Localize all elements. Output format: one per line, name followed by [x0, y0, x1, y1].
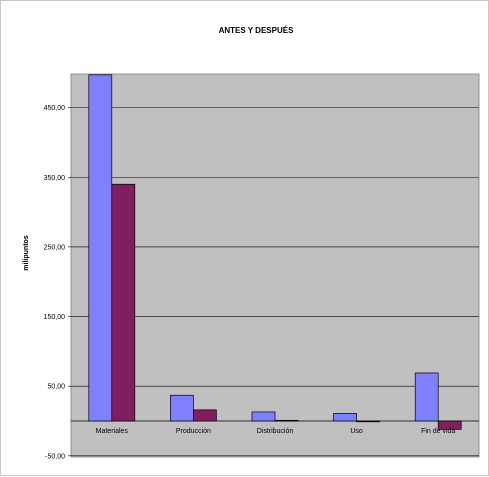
bar [333, 412, 357, 422]
plot-area [70, 73, 480, 458]
x-category-label: Uso [350, 428, 363, 435]
y-tick-label: 150,00 [44, 314, 66, 321]
y-tick-label: 50,00 [47, 384, 65, 391]
bar [251, 411, 276, 422]
bar [88, 74, 113, 422]
y-tick-label: 250,00 [44, 244, 66, 251]
y-tick-label: 350,00 [44, 175, 66, 182]
bar [356, 420, 380, 423]
x-category-label: Materiales [96, 428, 129, 435]
bar [170, 394, 194, 422]
x-category-label: Fin de vida [421, 428, 455, 435]
y-tick-label: -50,00 [45, 453, 65, 460]
bar [414, 372, 439, 422]
gridlines [71, 107, 479, 457]
bars [88, 74, 462, 430]
bar [193, 409, 217, 422]
bar [437, 420, 462, 430]
x-category-label: Distribución [257, 428, 294, 435]
y-axis-label: milipuntos [23, 235, 30, 270]
y-tick-label: 450,00 [44, 105, 66, 112]
y-ticks: -50,00 50,00 150,00 250,00 350,00 450,00 [44, 105, 71, 460]
bar [111, 183, 136, 422]
bar [274, 419, 299, 422]
x-category-label: Producción [176, 428, 211, 435]
chart-title: ANTES Y DESPUÉS [219, 26, 295, 35]
x-categories: Materiales Producción Distribución Uso Fin d… [96, 428, 456, 435]
